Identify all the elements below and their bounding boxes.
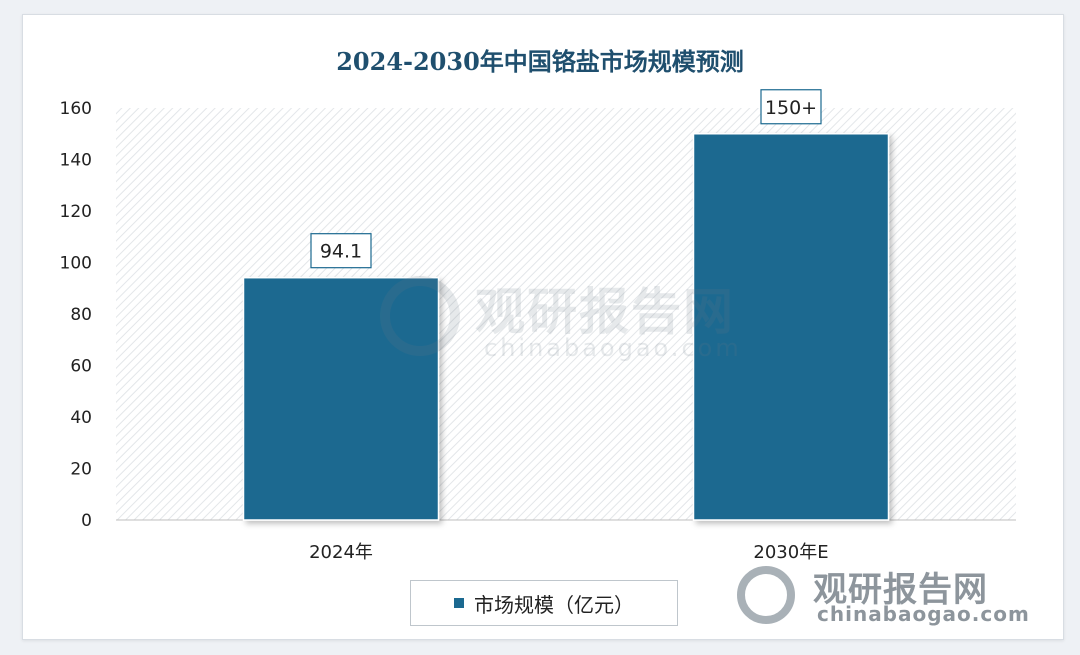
- data-label-box: [310, 233, 372, 269]
- y-tick-label: 60: [70, 357, 92, 377]
- legend-swatch: [454, 598, 464, 608]
- x-tick-label: 2024年: [309, 542, 373, 563]
- data-label: 150+: [765, 97, 817, 119]
- y-tick-label: 80: [70, 305, 92, 325]
- bar: [242, 276, 440, 521]
- x-tick-label: 2030年E: [753, 542, 828, 563]
- y-tick-label: 20: [70, 460, 92, 480]
- data-label: 94.1: [320, 241, 362, 263]
- y-tick-label: 160: [60, 99, 92, 119]
- chart-title: 2024-2030年中国铬盐市场规模预测: [336, 47, 744, 76]
- data-label-box: [760, 89, 822, 125]
- chart-legend: 市场规模（亿元）: [410, 580, 678, 626]
- y-tick-label: 120: [60, 202, 92, 222]
- y-tick-label: 100: [60, 254, 92, 274]
- bar: [692, 133, 890, 521]
- legend-label: 市场规模（亿元）: [474, 592, 634, 617]
- y-tick-label: 140: [60, 151, 92, 171]
- y-tick-label: 0: [81, 511, 92, 531]
- y-tick-label: 40: [70, 408, 92, 428]
